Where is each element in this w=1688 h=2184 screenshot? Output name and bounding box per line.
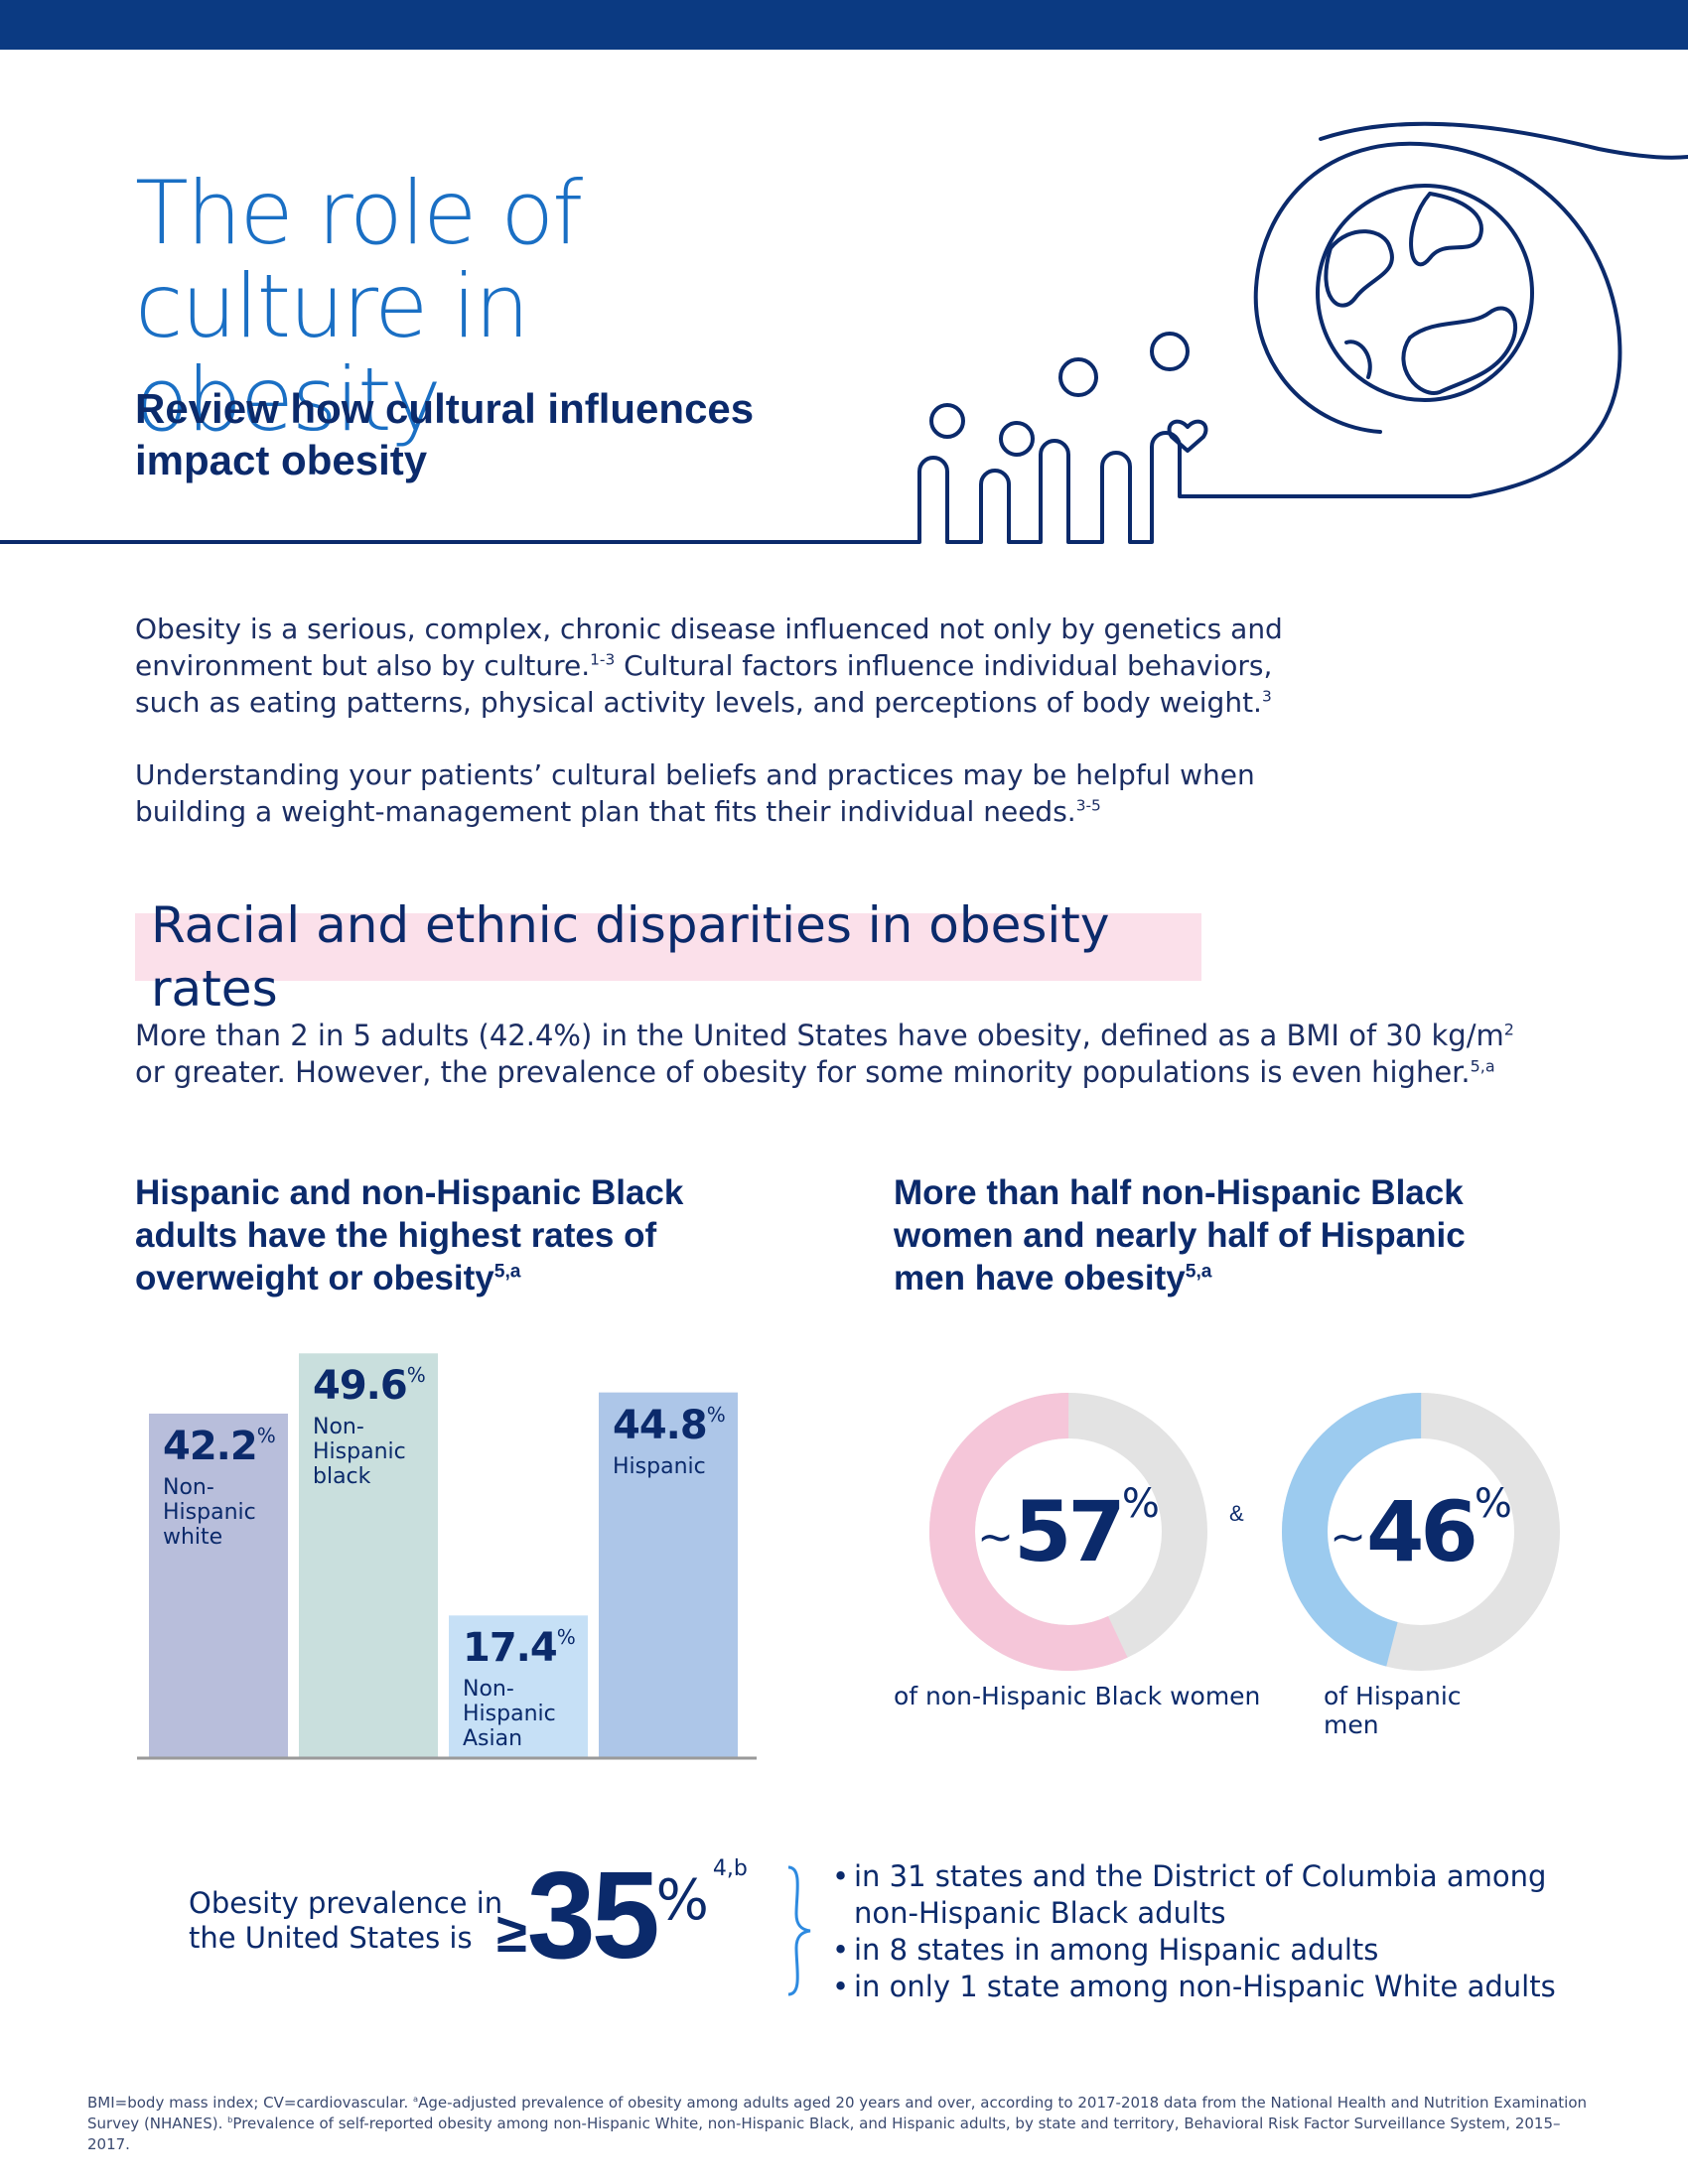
donut-caption: of non-Hispanic Black women — [894, 1682, 1261, 1710]
top-curve — [1319, 121, 1688, 160]
prevalence-label: Obesity prevalence in the United States … — [189, 1886, 503, 1955]
prevalence-bullets: in 31 states and the District of Columbi… — [832, 1858, 1587, 2005]
bar-category: Non- Hispanic black — [313, 1415, 406, 1490]
donut-black-women-svg — [929, 1393, 1207, 1671]
bar-non-hispanic-black — [299, 1353, 438, 1757]
culture-globe-illustration — [0, 121, 1688, 544]
page-title: The role of culture in obesity — [135, 162, 583, 451]
bar-category: Non- Hispanic Asian — [463, 1677, 556, 1752]
top-banner — [0, 0, 1688, 50]
donut-charts: ~ 57 % ~ 46 % of non-Hispanic Black wome… — [894, 1392, 1560, 1749]
intro-paragraph: Obesity is a serious, complex, chronic d… — [135, 613, 1283, 719]
tilde-symbol: ~ — [1330, 1511, 1366, 1563]
section-title: Racial and ethnic disparities in obesity… — [151, 896, 1110, 1018]
bar-category: Hispanic — [613, 1453, 706, 1479]
bar-value: 42.2% — [163, 1423, 276, 1469]
footnote: BMI=body mass index; CV=cardiovascular. … — [87, 2094, 1587, 2153]
heart-icon — [1167, 419, 1208, 453]
bar-label: 17.4% Non- Hispanic Asian — [463, 1625, 576, 1751]
percent-symbol: % — [655, 1868, 709, 1933]
donut-slice — [929, 1393, 1207, 1671]
donut-hispanic-men: ~ 46 % — [1281, 1392, 1561, 1672]
curly-brace-icon — [787, 1865, 811, 1996]
donut-black-women: ~ 57 % — [928, 1392, 1208, 1672]
bullet-item: in 8 states in among Hispanic adults — [832, 1932, 1587, 1969]
person-icon — [999, 421, 1035, 457]
prevalence-ref: 4,b — [712, 1856, 748, 1881]
percent-symbol: % — [1474, 1481, 1512, 1527]
ampersand: & — [1229, 1501, 1244, 1526]
bullet-item: in only 1 state among non-Hispanic White… — [832, 1969, 1587, 2005]
donut-chart-heading: More than half non-Hispanic Black women … — [894, 1173, 1466, 1297]
page-subtitle: Review how cultural influences impact ob… — [135, 385, 755, 483]
bar-value: 44.8% — [613, 1402, 726, 1448]
intro-text: Obesity is a serious, complex, chronic d… — [135, 611, 1287, 866]
greater-equal-symbol: ≥ — [496, 1901, 527, 1964]
baseline-line — [0, 141, 1622, 544]
donut-value: 57 — [1013, 1483, 1126, 1580]
percent-symbol: % — [1121, 1481, 1160, 1527]
bar-chart-svg — [137, 1353, 757, 1760]
bar-value: 17.4% — [463, 1625, 576, 1672]
obesity-bar-chart: 42.2% Non- Hispanic white 49.6% Non- Hispanic b… — [129, 1330, 765, 1777]
bar-label: 44.8% Hispanic — [613, 1403, 726, 1479]
bar-hispanic — [599, 1392, 738, 1757]
person-icon — [1150, 332, 1190, 371]
bar-label: 42.2% Non- Hispanic white — [163, 1424, 276, 1550]
person-icon — [1058, 357, 1098, 397]
intro-paragraph: Understanding your patients’ cultural be… — [135, 758, 1255, 828]
bar-value: 49.6% — [313, 1363, 426, 1410]
section-title-highlight — [135, 913, 1201, 981]
tilde-symbol: ~ — [977, 1511, 1014, 1563]
globe-icon — [1316, 184, 1534, 402]
bar-non-hispanic-white — [149, 1413, 288, 1757]
bar-category: Non- Hispanic white — [163, 1474, 256, 1550]
donut-hispanic-men-svg — [1282, 1393, 1560, 1671]
donut-caption: of Hispanic men — [1324, 1682, 1462, 1739]
bullet-item: in 31 states and the District of Columbi… — [832, 1858, 1587, 1932]
donut-value: 46 — [1365, 1483, 1478, 1580]
bar-chart-heading: Hispanic and non-Hispanic Black adults h… — [135, 1173, 684, 1297]
prevalence-value: ≥ 35 % 4,b — [496, 1846, 748, 1985]
prevalence-number: 35 — [526, 1847, 660, 1984]
bar-label: 49.6% Non- Hispanic black — [313, 1363, 426, 1489]
section-lead: More than 2 in 5 adults (42.4%) in the U… — [135, 1019, 1514, 1089]
person-icon — [929, 403, 965, 439]
bar-non-hispanic-asian — [449, 1615, 588, 1757]
